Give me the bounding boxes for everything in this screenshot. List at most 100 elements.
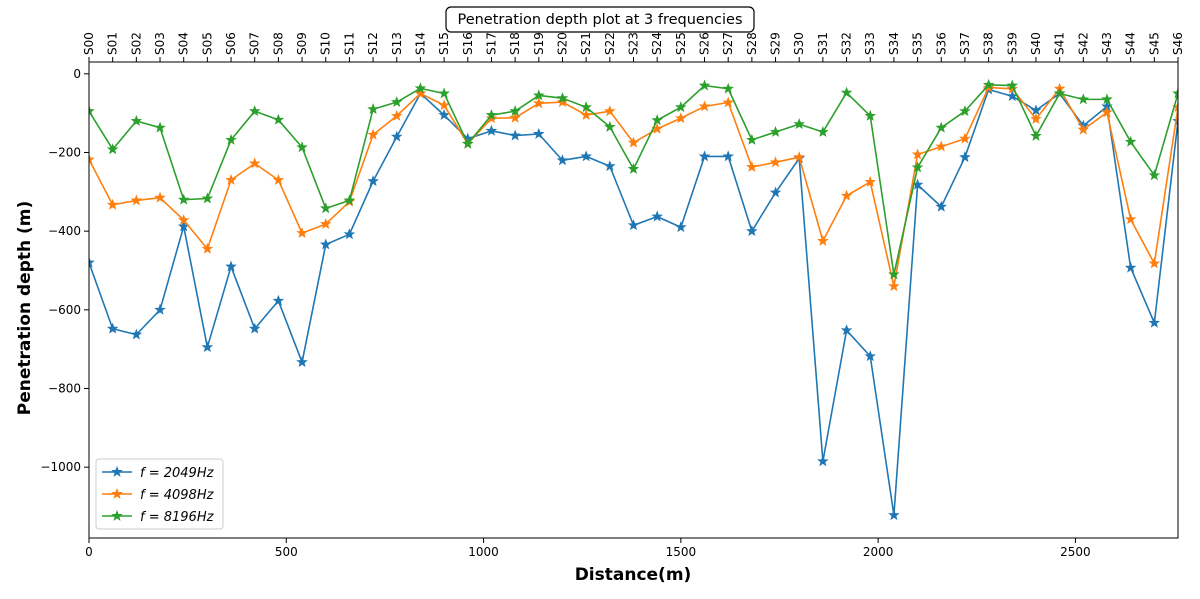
y-tick-label: −800 xyxy=(48,382,81,396)
data-point xyxy=(533,127,545,139)
data-point xyxy=(911,161,924,173)
top-station-label: S04 xyxy=(177,32,191,55)
data-point xyxy=(272,294,285,306)
data-point xyxy=(1124,213,1137,225)
top-station-label: S29 xyxy=(769,32,783,55)
data-point xyxy=(556,92,569,104)
data-point xyxy=(319,218,332,229)
data-point xyxy=(1053,87,1066,99)
plot-frame xyxy=(88,61,1179,539)
data-point xyxy=(793,118,805,130)
x-tick-label: 2000 xyxy=(863,545,894,559)
top-station-label: S36 xyxy=(934,32,948,55)
top-station-label: S43 xyxy=(1100,32,1114,55)
top-station-label: S45 xyxy=(1147,32,1161,55)
chart-title: Penetration depth plot at 3 frequencies xyxy=(457,12,742,28)
top-station-label: S40 xyxy=(1029,32,1043,55)
data-point xyxy=(130,114,143,126)
data-point xyxy=(296,141,308,153)
top-station-label: S16 xyxy=(461,32,475,55)
data-point xyxy=(248,157,261,169)
series-2 xyxy=(89,78,1178,280)
data-point xyxy=(675,101,687,113)
data-point xyxy=(509,111,521,123)
data-point xyxy=(438,99,450,111)
data-point xyxy=(580,109,592,121)
data-point xyxy=(556,154,569,166)
x-tick-label: 1500 xyxy=(666,545,697,559)
data-point xyxy=(201,341,214,353)
data-point xyxy=(248,105,261,117)
data-point xyxy=(130,194,143,206)
data-point xyxy=(485,112,498,124)
data-point xyxy=(1030,104,1042,116)
data-point xyxy=(485,109,498,121)
data-point xyxy=(509,129,521,141)
data-point xyxy=(911,148,924,160)
data-point xyxy=(627,219,640,231)
legend-label-1: f = 4098Hz xyxy=(140,488,215,503)
top-station-label: S13 xyxy=(390,32,404,55)
top-station-label: S34 xyxy=(887,32,901,55)
top-station-label: S37 xyxy=(958,32,972,55)
data-point xyxy=(840,324,853,336)
data-point xyxy=(272,173,285,185)
x-tick-label: 500 xyxy=(275,545,298,559)
top-station-label: S05 xyxy=(200,32,214,55)
data-point xyxy=(604,105,616,117)
top-station-label: S11 xyxy=(342,32,356,55)
top-station-label: S35 xyxy=(911,32,925,55)
data-point xyxy=(675,112,687,124)
top-station-label: S15 xyxy=(437,32,451,55)
data-point xyxy=(367,128,379,140)
data-point xyxy=(769,125,782,137)
data-point xyxy=(722,96,734,108)
top-station-label: S18 xyxy=(508,32,522,55)
top-station-label: S42 xyxy=(1076,32,1090,55)
series-0 xyxy=(89,83,1178,521)
data-point xyxy=(793,151,805,163)
top-station-label: S03 xyxy=(153,32,167,55)
data-point xyxy=(1006,82,1019,94)
data-point xyxy=(1148,169,1161,181)
data-point xyxy=(722,82,734,94)
data-point xyxy=(130,328,143,340)
data-point xyxy=(1172,87,1178,99)
data-point xyxy=(1101,106,1113,118)
legend-label-0: f = 2049Hz xyxy=(140,466,215,481)
data-point xyxy=(959,105,971,117)
data-point xyxy=(154,191,166,203)
data-point xyxy=(746,225,758,237)
top-station-label: S14 xyxy=(413,32,427,55)
data-point xyxy=(1030,112,1042,124)
data-point xyxy=(391,109,403,121)
top-station-label: S33 xyxy=(863,32,877,55)
top-station-label: S09 xyxy=(295,32,309,55)
x-tick-label: 0 xyxy=(85,545,93,559)
legend-marker-0 xyxy=(111,465,123,477)
data-point xyxy=(414,82,427,94)
data-point xyxy=(604,160,616,172)
data-point xyxy=(1148,316,1161,328)
data-point xyxy=(154,121,166,133)
series-line-1 xyxy=(89,86,1178,288)
data-point xyxy=(485,124,498,136)
data-point xyxy=(817,125,829,137)
data-point xyxy=(438,87,450,99)
top-station-label: S38 xyxy=(982,32,996,55)
y-tick-label: 0 xyxy=(73,67,81,81)
legend: f = 2049Hz f = 4098Hz f = 8196Hz xyxy=(95,458,224,530)
data-point xyxy=(89,256,95,268)
plot-layer xyxy=(89,78,1178,521)
top-station-label: S26 xyxy=(698,32,712,55)
data-point xyxy=(296,356,308,368)
top-station-label: S32 xyxy=(840,32,854,55)
data-point xyxy=(319,202,332,214)
data-point xyxy=(177,214,190,226)
data-point xyxy=(201,192,214,204)
top-station-label: S01 xyxy=(106,32,120,55)
series-line-0 xyxy=(89,88,1178,516)
x-tick-label: 2500 xyxy=(1060,545,1091,559)
data-point xyxy=(1124,261,1137,273)
y-tick-label: −1000 xyxy=(40,460,81,474)
